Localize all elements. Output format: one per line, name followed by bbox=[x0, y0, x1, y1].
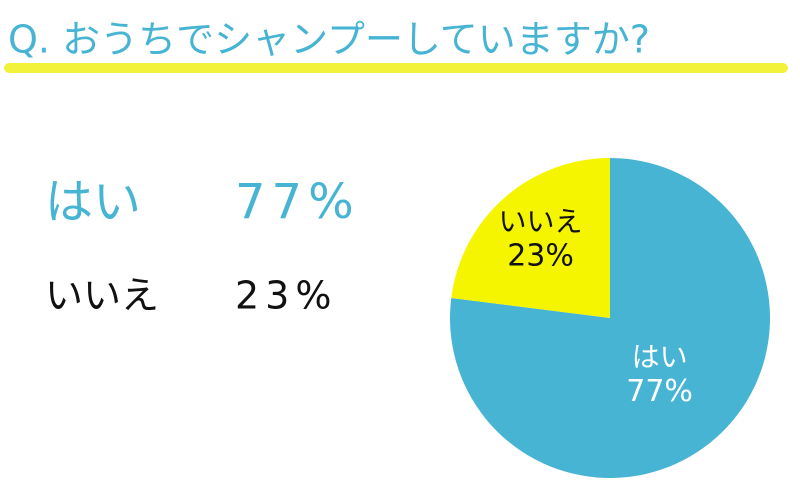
legend-category: はい bbox=[45, 174, 141, 230]
title-underline bbox=[4, 63, 788, 73]
slice-value-label: 77% bbox=[626, 374, 693, 409]
slice-value-label: 23% bbox=[507, 239, 574, 274]
legend-value: 23% bbox=[235, 274, 337, 318]
legend-value: 77% bbox=[235, 174, 360, 230]
slice-category-label: いいえ bbox=[499, 205, 583, 238]
slice-category-label: はい bbox=[632, 340, 688, 373]
chart-title: Q. おうちでシャンプーしていますか? bbox=[8, 18, 650, 62]
legend-category: いいえ bbox=[45, 274, 159, 318]
pie-slice bbox=[451, 158, 610, 318]
